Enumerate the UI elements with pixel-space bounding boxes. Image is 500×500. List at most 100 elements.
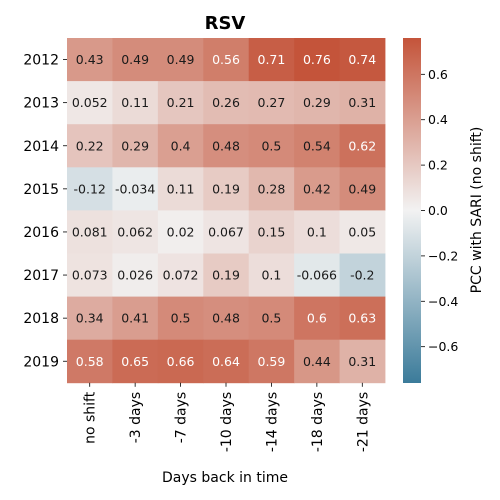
- heatmap-cell-label: 0.34: [76, 311, 104, 326]
- heatmap-cell-label: 0.26: [212, 95, 240, 110]
- y-tick-labels: 2012 2013 2014 2015 2016 2017 2018 2019: [23, 53, 67, 370]
- colorbar-tick-label: 0.4: [428, 112, 448, 127]
- colorbar-tick-label: −0.4: [428, 294, 458, 309]
- heatmap-cell-label: 0.28: [258, 181, 286, 196]
- x-tick-label: -21 days: [355, 392, 371, 452]
- y-tick-label: 2016: [23, 225, 59, 241]
- heatmap-cell-label: 0.062: [117, 224, 153, 239]
- heatmap-cell-label: 0.19: [212, 268, 240, 283]
- heatmap-cell-2012-6: [339, 38, 386, 82]
- heatmap-cell-label: 0.22: [76, 138, 104, 153]
- heatmap-cell-label: -0.12: [74, 181, 106, 196]
- heatmap-cell-2014-3: [203, 124, 250, 168]
- colorbar: [403, 38, 421, 383]
- heatmap-cell-2018-4: [248, 296, 295, 341]
- heatmap-cell-2013-6: [339, 81, 386, 125]
- heatmap-cell-2018-1: [112, 296, 159, 341]
- heatmap-cell-label: 0.59: [258, 354, 286, 369]
- y-tick-label: 2015: [23, 182, 59, 198]
- y-tick-label: 2014: [23, 139, 59, 155]
- colorbar-tick-label: −0.2: [428, 248, 458, 263]
- heatmap-cell-2019-6: [339, 339, 386, 384]
- heatmap-cell-2017-4: [248, 253, 295, 297]
- y-tick-label: 2013: [23, 96, 59, 112]
- heatmap-cell-2019-1: [112, 339, 159, 384]
- heatmap-cell-2013-0: [67, 81, 113, 125]
- heatmap-cell-2012-3: [203, 38, 250, 82]
- heatmap-cell-label: 0.19: [212, 181, 240, 196]
- heatmap-cell-label: 0.29: [303, 95, 331, 110]
- heatmap-cell-label: 0.43: [76, 52, 104, 67]
- heatmap-cell-label: 0.49: [348, 181, 376, 196]
- heatmap-cell-2014-4: [248, 124, 295, 168]
- heatmap-cell-label: 0.31: [348, 95, 376, 110]
- heatmap-cell-label: 0.74: [348, 52, 376, 67]
- y-tick-label: 2019: [23, 354, 59, 370]
- x-axis-label: Days back in time: [162, 470, 288, 486]
- heatmap-cell-label: 0.41: [121, 311, 149, 326]
- heatmap-cell-label: 0.48: [212, 138, 240, 153]
- heatmap-cell-2017-3: [203, 253, 250, 297]
- heatmap-cell-label: 0.49: [121, 52, 149, 67]
- heatmap-cell-2019-5: [294, 339, 340, 384]
- heatmap-cell-2012-1: [112, 38, 159, 82]
- heatmap-cell-label: 0.5: [261, 138, 281, 153]
- x-tick-labels: no shift -3 days -7 days -10 days -14 days -1…: [83, 382, 371, 452]
- heatmap-cell-2014-0: [67, 124, 113, 168]
- colorbar-ticks: −0.6 −0.4 −0.2 0.0 0.2 0.4 0.6: [421, 67, 458, 354]
- heatmap-cell-2013-1: [112, 81, 159, 125]
- heatmap-cell-2013-2: [157, 81, 204, 125]
- heatmap-cell-label: 0.11: [167, 181, 195, 196]
- heatmap-cell-2015-5: [294, 167, 340, 211]
- colorbar-tick-label: 0.6: [428, 67, 448, 82]
- heatmap-cell-2019-2: [157, 339, 204, 384]
- heatmap-cell-2017-0: [67, 253, 113, 297]
- heatmap-cell-label: 0.64: [212, 354, 240, 369]
- heatmap-cell-2019-3: [203, 339, 250, 384]
- colorbar-tick-label: −0.6: [428, 339, 458, 354]
- x-tick-label: -3 days: [128, 392, 144, 443]
- heatmap-cell-2017-1: [112, 253, 159, 297]
- heatmap-cell-2014-1: [112, 124, 159, 168]
- heatmap-cell-label: 0.1: [261, 268, 281, 283]
- heatmap-cell-label: 0.31: [348, 354, 376, 369]
- heatmap-cell-2012-0: [67, 38, 113, 82]
- x-tick-label: -18 days: [310, 392, 326, 452]
- heatmap-cell-label: 0.76: [303, 52, 331, 67]
- heatmap-cell-label: 0.05: [348, 224, 376, 239]
- heatmap-cell-label: 0.026: [117, 268, 153, 283]
- heatmap-cell-2012-5: [294, 38, 340, 82]
- heatmap-cell-2018-0: [67, 296, 113, 341]
- chart-title: RSV: [205, 13, 246, 34]
- heatmap-cell-2017-5: [294, 253, 340, 297]
- heatmap-cell-label: 0.49: [167, 52, 195, 67]
- heatmap-cell-label: 0.15: [258, 224, 286, 239]
- heatmap-cell-2017-2: [157, 253, 204, 297]
- heatmap-cell-2019-0: [67, 339, 113, 384]
- x-tick-label: no shift: [83, 391, 99, 444]
- heatmap-cell-2015-6: [339, 167, 386, 211]
- y-tick-label: 2017: [23, 268, 59, 284]
- colorbar-label: PCC with SARI (no shift): [469, 127, 485, 294]
- heatmap-cell-label: 0.48: [212, 311, 240, 326]
- heatmap-cell-2015-0: [67, 167, 113, 211]
- heatmap-cell-label: 0.5: [261, 311, 281, 326]
- heatmap-cell-label: 0.62: [348, 138, 376, 153]
- colorbar-tick-label: 0.0: [428, 203, 448, 218]
- heatmap-cell-label: 0.052: [72, 95, 108, 110]
- heatmap-cell-2016-5: [294, 210, 340, 254]
- heatmap-cell-2012-2: [157, 38, 204, 82]
- heatmap-cell-label: -0.034: [115, 181, 155, 196]
- heatmap-cell-label: 0.072: [163, 268, 199, 283]
- x-tick-label: -14 days: [264, 392, 280, 452]
- heatmap-cell-2014-2: [157, 124, 204, 168]
- heatmap-cell-2013-5: [294, 81, 340, 125]
- y-tick-label: 2018: [23, 311, 59, 327]
- heatmap-cell-2015-2: [157, 167, 204, 211]
- heatmap-cell-label: 0.54: [303, 138, 331, 153]
- heatmap-cells: 0.43 0.49 0.49 0.56 0.71 0.76 0.74 0.052 0.11 0.2…: [67, 38, 386, 384]
- heatmap-cell-2015-1: [112, 167, 159, 211]
- heatmap-cell-label: 0.65: [121, 354, 149, 369]
- heatmap-cell-2015-4: [248, 167, 295, 211]
